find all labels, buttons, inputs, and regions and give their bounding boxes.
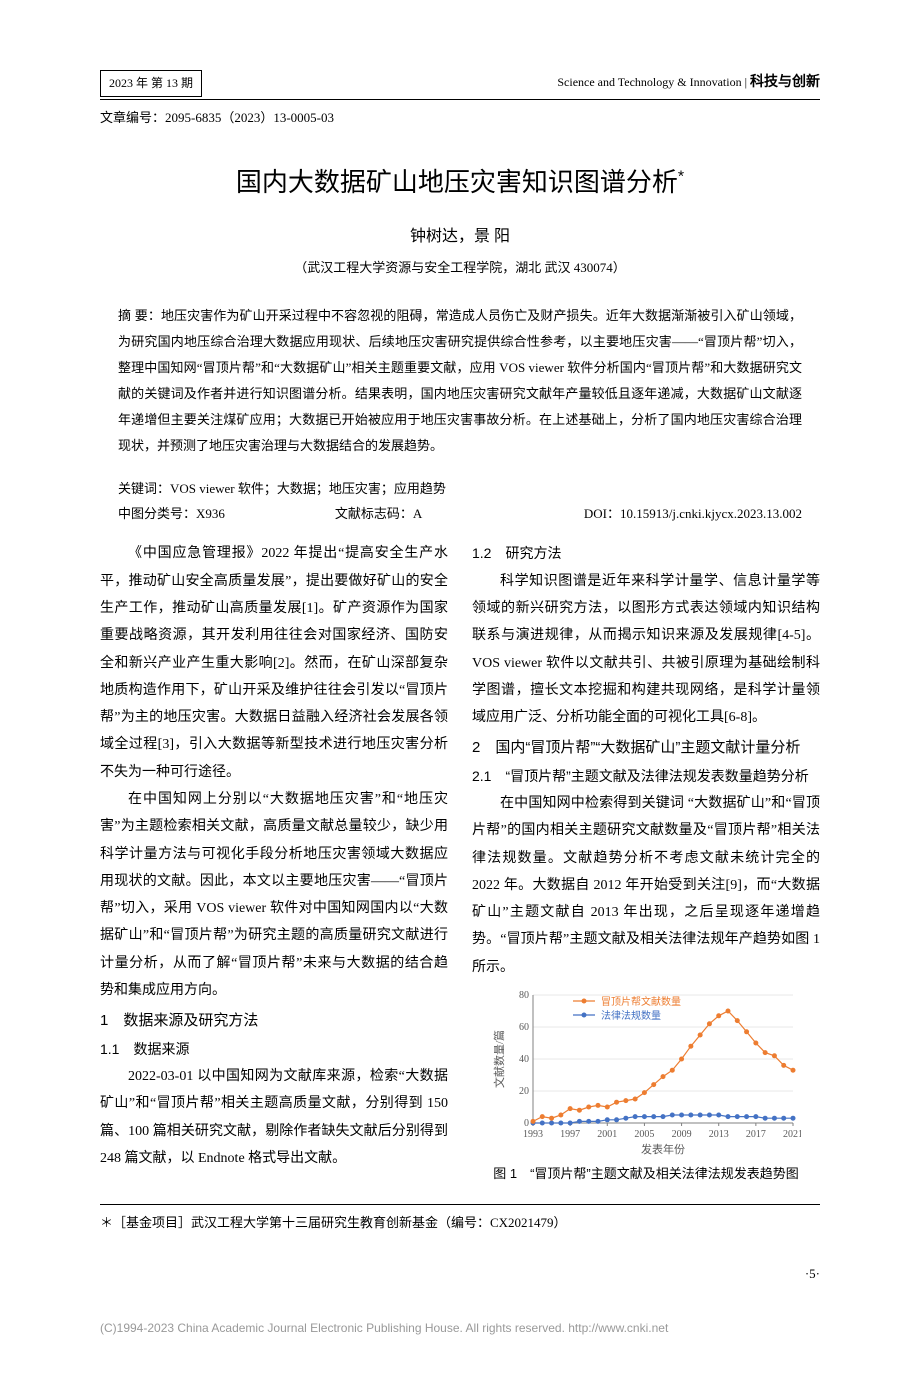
- authors: 钟树达，景 阳: [100, 222, 820, 252]
- doi: DOI：10.15913/j.cnki.kjycx.2023.13.002: [584, 502, 802, 527]
- para-3: 2022-03-01 以中国知网为文献库来源，检索“大数据矿山”和“冒顶片帮”相…: [100, 1063, 448, 1172]
- abstract-label: 摘 要：: [118, 308, 161, 323]
- footnote-separator: [100, 1204, 820, 1205]
- para-4: 科学知识图谱是近年来科学计量学、信息计量学等领域的新兴研究方法，以图形方式表达领…: [472, 568, 820, 732]
- page-number: ·5·: [100, 1262, 820, 1287]
- svg-text:2013: 2013: [709, 1129, 729, 1140]
- figure-1-caption: 图 1 “冒顶片帮”主题文献及相关法律法规发表趋势图: [472, 1161, 820, 1186]
- svg-text:发表年份: 发表年份: [641, 1142, 685, 1155]
- abstract-text: 地压灾害作为矿山开采过程中不容忽视的阻碍，常造成人员伤亡及财产损失。近年大数据渐…: [118, 308, 802, 453]
- svg-text:60: 60: [519, 1022, 529, 1033]
- abstract: 摘 要：地压灾害作为矿山开采过程中不容忽视的阻碍，常造成人员伤亡及财产损失。近年…: [118, 303, 802, 459]
- journal-cn: 科技与创新: [750, 75, 820, 90]
- svg-text:0: 0: [524, 1118, 529, 1129]
- para-2: 在中国知网上分别以“大数据地压灾害”和“地压灾害”为主题检索相关文献，高质量文献…: [100, 786, 448, 1004]
- meta-row: 中图分类号：X936 文献标志码：A DOI：10.15913/j.cnki.k…: [118, 502, 802, 527]
- keywords-label: 关键词：: [118, 481, 170, 496]
- keywords-text: VOS viewer 软件；大数据；地压灾害；应用趋势: [170, 481, 446, 496]
- svg-text:法律法规数量: 法律法规数量: [601, 1009, 661, 1022]
- section-1-2: 1.2 研究方法: [472, 540, 820, 567]
- svg-text:2017: 2017: [746, 1129, 766, 1140]
- svg-text:冒顶片帮文献数量: 冒顶片帮文献数量: [601, 995, 681, 1008]
- body-columns: 《中国应急管理报》2022 年提出“提高安全生产水平，推动矿山安全高质量发展”，…: [100, 540, 820, 1186]
- svg-text:2009: 2009: [672, 1129, 692, 1140]
- para-5: 在中国知网中检索得到关键词 “大数据矿山”和“冒顶片帮”的国内相关主题研究文献数…: [472, 790, 820, 981]
- svg-text:40: 40: [519, 1054, 529, 1065]
- article-title: 国内大数据矿山地压灾害知识图谱分析*: [100, 158, 820, 207]
- copyright-line: (C)1994-2023 China Academic Journal Elec…: [100, 1317, 820, 1340]
- journal-en: Science and Technology & Innovation: [557, 75, 741, 89]
- figure-1: 0 20 40 60 80 1993 1997 2001 2005 2009 2013 2017 202…: [472, 985, 820, 1186]
- clc: 中图分类号：X936: [118, 502, 225, 527]
- affiliation: （武汉工程大学资源与安全工程学院，湖北 武汉 430074）: [100, 256, 820, 281]
- journal-info: Science and Technology & Innovation | 科技…: [557, 70, 820, 97]
- issue-label: 2023 年 第 13 期: [100, 70, 202, 97]
- para-1: 《中国应急管理报》2022 年提出“提高安全生产水平，推动矿山安全高质量发展”，…: [100, 540, 448, 786]
- figure-1-chart: 0 20 40 60 80 1993 1997 2001 2005 2009 2013 2017 202…: [491, 985, 801, 1155]
- section-1: 1 数据来源及研究方法: [100, 1006, 448, 1035]
- section-2-1: 2.1 “冒顶片帮”主题文献及法律法规发表数量趋势分析: [472, 763, 820, 790]
- article-id: 文章编号：2095-6835（2023）13-0005-03: [100, 106, 820, 131]
- funding-footnote: ＊［基金项目］武汉工程大学第十三届研究生教育创新基金（编号：CX2021479）: [100, 1211, 820, 1236]
- svg-text:文献数量/篇: 文献数量/篇: [492, 1030, 506, 1088]
- svg-text:20: 20: [519, 1086, 529, 1097]
- svg-text:80: 80: [519, 990, 529, 1001]
- svg-text:1993: 1993: [523, 1129, 543, 1140]
- section-1-1: 1.1 数据来源: [100, 1036, 448, 1063]
- svg-text:2005: 2005: [634, 1129, 654, 1140]
- doc-code: 文献标志码：A: [335, 502, 422, 527]
- svg-text:2001: 2001: [597, 1129, 617, 1140]
- section-2: 2 国内“冒顶片帮”“大数据矿山”主题文献计量分析: [472, 733, 820, 762]
- keywords-line: 关键词：VOS viewer 软件；大数据；地压灾害；应用趋势: [118, 477, 802, 502]
- svg-text:1997: 1997: [560, 1129, 580, 1140]
- svg-text:2021: 2021: [783, 1129, 801, 1140]
- page-header: 2023 年 第 13 期 Science and Technology & I…: [100, 70, 820, 100]
